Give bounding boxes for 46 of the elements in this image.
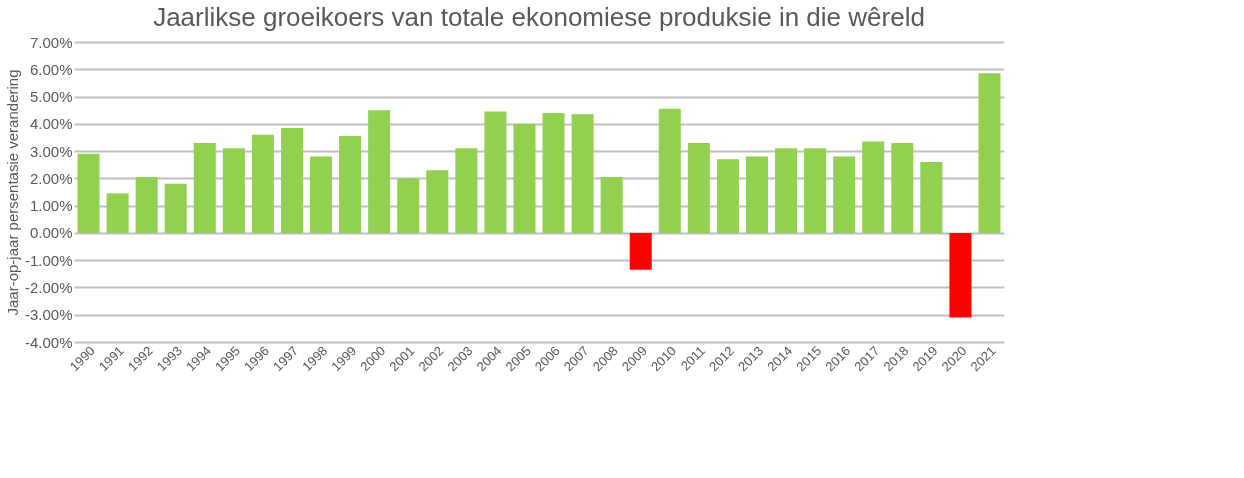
bar [222,148,245,233]
chart-title: Jaarlikse groeikoers van totale ekonomiese produksie in die wêreld [153,2,925,32]
bar [397,178,420,233]
bar [658,108,681,233]
bar [280,127,303,233]
bar [135,177,158,233]
bar [426,170,449,233]
y-tick-label: -1.00% [24,251,73,269]
bar [978,73,1001,233]
bar [77,153,100,233]
y-tick-label: 6.00% [29,60,73,78]
bar [571,114,594,233]
y-tick-label: -4.00% [24,333,73,351]
bar [368,110,391,233]
y-tick-label: 4.00% [29,115,73,133]
bar [106,193,129,233]
y-tick-label: -3.00% [24,306,73,324]
bar [455,148,478,233]
bar [862,141,885,233]
bar [716,159,739,233]
bar [339,136,362,233]
y-tick-label: 5.00% [29,88,73,106]
bar [775,148,798,233]
bar [484,111,507,233]
bar [513,123,536,233]
bar [193,142,216,233]
bar [629,232,652,270]
y-tick-label: -2.00% [24,278,73,296]
bar [804,148,827,233]
y-tick-label: 0.00% [29,224,73,242]
bar [920,162,943,233]
bar [891,142,914,233]
bar [949,232,972,318]
y-tick-label: 7.00% [29,33,73,51]
bar [600,177,623,233]
bar [745,156,768,233]
bar [542,112,565,233]
bar [164,183,187,233]
y-tick-label: 1.00% [29,197,73,215]
bar [310,156,333,233]
bar [833,156,856,233]
bar [251,134,274,233]
y-tick-label: 2.00% [29,169,73,187]
y-tick-label: 3.00% [29,142,73,160]
y-axis-title: Jaar-op-jaar persentasie verandering [3,69,21,316]
bar [687,142,710,233]
